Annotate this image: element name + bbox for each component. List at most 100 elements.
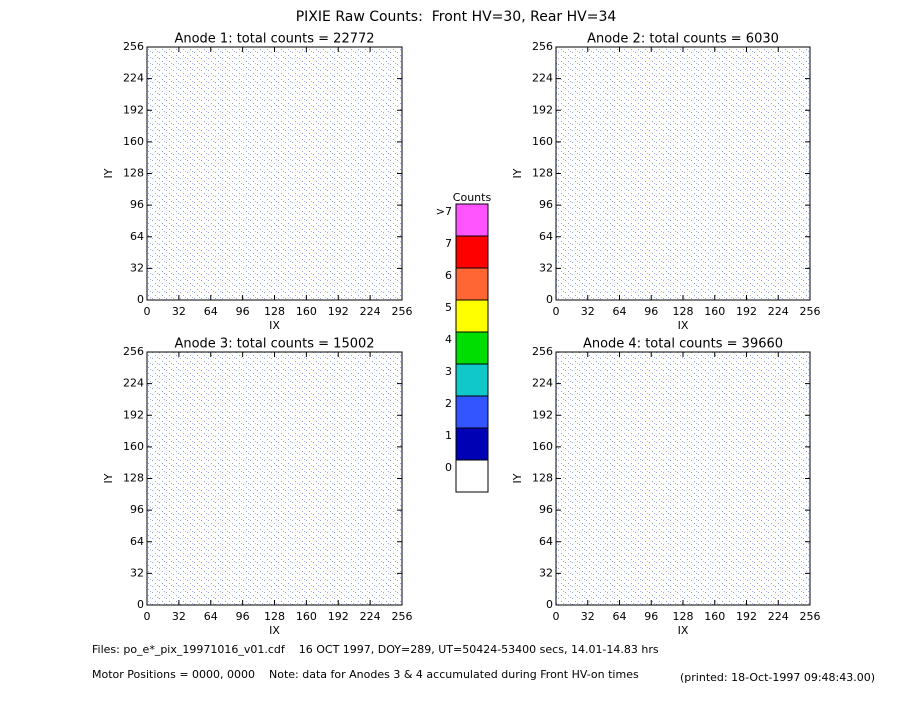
y-tick-label: 256 — [123, 345, 144, 358]
x-tick-label: 128 — [264, 610, 285, 623]
x-tick-label: 256 — [392, 305, 413, 318]
y-tick-label: 256 — [123, 40, 144, 53]
colorbar-cell — [455, 235, 489, 269]
y-tick-label: 32 — [130, 566, 144, 579]
y-tick-label: 192 — [123, 408, 144, 421]
x-tick-label: 256 — [392, 610, 413, 623]
colorbar-label: 4 — [445, 333, 452, 346]
colorbar-label: 5 — [445, 301, 452, 314]
colorbar-label: >7 — [436, 205, 452, 218]
colorbar-label: 0 — [445, 461, 452, 474]
image-texture — [556, 47, 810, 300]
y-axis-label: IY — [511, 168, 524, 178]
x-tick-label: 192 — [328, 305, 349, 318]
y-axis-label: IY — [511, 473, 524, 483]
colorbar-cell — [455, 363, 489, 397]
x-tick-label: 0 — [553, 610, 560, 623]
colorbar-label: 1 — [445, 429, 452, 442]
x-tick-label: 160 — [296, 305, 317, 318]
x-tick-label: 32 — [581, 610, 595, 623]
panel-title: Anode 1: total counts = 22772 — [174, 32, 374, 47]
colorbar-cell — [455, 299, 489, 333]
y-tick-label: 192 — [123, 103, 144, 116]
x-tick-label: 128 — [673, 305, 694, 318]
x-tick-label: 224 — [768, 305, 789, 318]
y-tick-label: 96 — [130, 503, 144, 516]
y-axis-label: IY — [102, 168, 115, 178]
y-tick-label: 160 — [532, 440, 553, 453]
x-tick-label: 224 — [360, 305, 381, 318]
x-tick-label: 32 — [172, 610, 186, 623]
x-tick-label: 0 — [144, 305, 151, 318]
y-tick-label: 0 — [546, 293, 553, 306]
y-axis-label: IY — [102, 473, 115, 483]
x-tick-label: 96 — [236, 305, 250, 318]
x-tick-label: 224 — [360, 610, 381, 623]
panel-title: Anode 4: total counts = 39660 — [583, 337, 783, 352]
x-tick-label: 160 — [704, 610, 725, 623]
colorbar-cell — [455, 459, 489, 493]
x-axis-label: IX — [269, 624, 280, 637]
y-tick-label: 256 — [532, 345, 553, 358]
footer-files: Files: po_e*_pix_19971016_v01.cdf 16 OCT… — [92, 643, 659, 656]
footer-motor: Motor Positions = 0000, 0000 Note: data … — [92, 668, 639, 681]
colorbar-cell — [455, 331, 489, 365]
y-tick-label: 160 — [123, 135, 144, 148]
y-tick-label: 128 — [532, 167, 553, 180]
y-tick-label: 224 — [532, 72, 553, 85]
x-tick-label: 64 — [613, 305, 627, 318]
x-axis-label: IX — [678, 624, 689, 637]
x-tick-label: 192 — [736, 610, 757, 623]
x-tick-label: 128 — [673, 610, 694, 623]
x-tick-label: 192 — [736, 305, 757, 318]
x-tick-label: 64 — [204, 305, 218, 318]
x-axis-label: IX — [269, 319, 280, 332]
y-tick-label: 128 — [123, 472, 144, 485]
x-tick-label: 0 — [553, 305, 560, 318]
y-tick-label: 128 — [123, 167, 144, 180]
y-tick-label: 160 — [123, 440, 144, 453]
x-tick-label: 160 — [704, 305, 725, 318]
y-tick-label: 0 — [546, 598, 553, 611]
footer-printed: (printed: 18-Oct-1997 09:48:43.00) — [680, 671, 875, 684]
x-tick-label: 224 — [768, 610, 789, 623]
page-title: PIXIE Raw Counts: Front HV=30, Rear HV=3… — [296, 9, 617, 25]
colorbar-cell — [455, 427, 489, 461]
image-texture — [556, 352, 810, 605]
y-tick-label: 32 — [539, 261, 553, 274]
x-tick-label: 160 — [296, 610, 317, 623]
panel-title: Anode 3: total counts = 15002 — [174, 337, 374, 352]
y-tick-label: 64 — [539, 535, 553, 548]
y-tick-label: 128 — [532, 472, 553, 485]
y-tick-label: 256 — [532, 40, 553, 53]
y-tick-label: 32 — [539, 566, 553, 579]
y-tick-label: 224 — [123, 377, 144, 390]
y-tick-label: 160 — [532, 135, 553, 148]
x-tick-label: 128 — [264, 305, 285, 318]
y-tick-label: 64 — [130, 535, 144, 548]
y-tick-label: 64 — [539, 230, 553, 243]
x-tick-label: 32 — [581, 305, 595, 318]
colorbar-title: Counts — [453, 191, 492, 204]
y-tick-label: 224 — [532, 377, 553, 390]
x-tick-label: 192 — [328, 610, 349, 623]
y-tick-label: 64 — [130, 230, 144, 243]
y-tick-label: 32 — [130, 261, 144, 274]
y-tick-label: 224 — [123, 72, 144, 85]
x-tick-label: 96 — [644, 305, 658, 318]
y-tick-label: 96 — [130, 198, 144, 211]
x-tick-label: 32 — [172, 305, 186, 318]
image-texture — [147, 47, 402, 300]
colorbar-cell — [455, 395, 489, 429]
x-tick-label: 256 — [800, 610, 821, 623]
colorbar-label: 2 — [445, 397, 452, 410]
x-tick-label: 0 — [144, 610, 151, 623]
x-tick-label: 96 — [644, 610, 658, 623]
x-axis-label: IX — [678, 319, 689, 332]
image-texture — [147, 352, 402, 605]
x-tick-label: 96 — [236, 610, 250, 623]
colorbar-label: 3 — [445, 365, 452, 378]
panel-title: Anode 2: total counts = 6030 — [587, 32, 779, 47]
y-tick-label: 96 — [539, 503, 553, 516]
